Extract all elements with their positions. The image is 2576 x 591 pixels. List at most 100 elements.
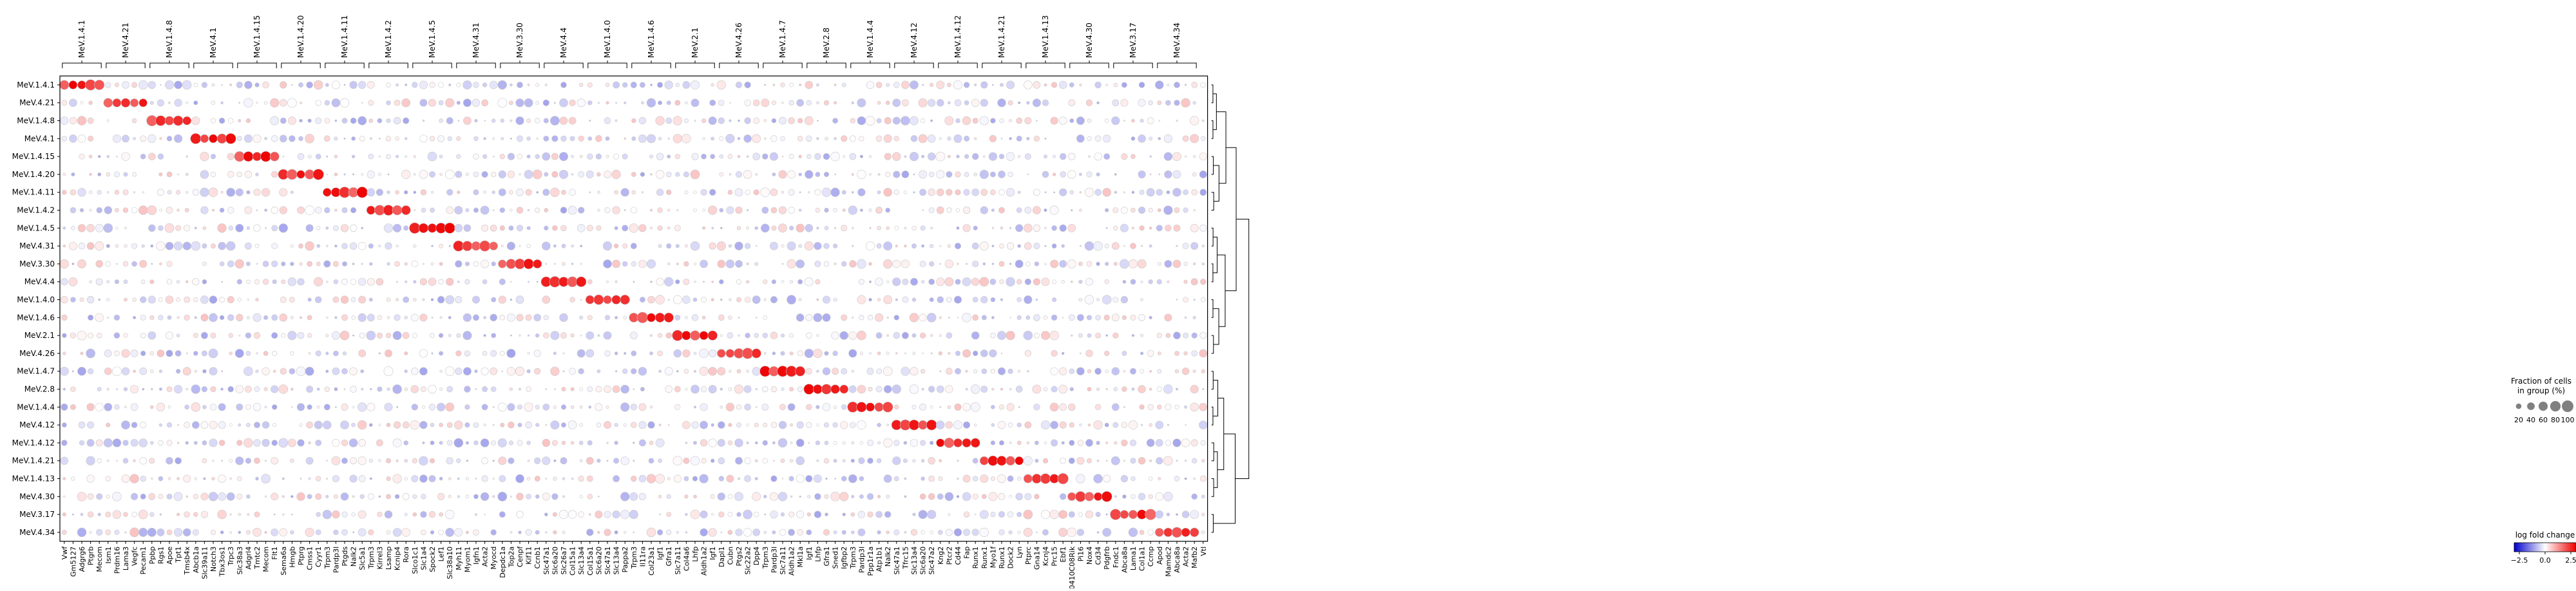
dot <box>158 387 162 391</box>
dot <box>738 334 740 337</box>
dot <box>868 262 872 266</box>
dot <box>438 82 444 88</box>
dot <box>510 281 512 283</box>
dot <box>568 205 577 215</box>
dot <box>262 81 269 89</box>
group-label: MeV.1.4.6 <box>647 20 656 58</box>
dot <box>430 333 435 338</box>
dot <box>946 332 953 339</box>
dot <box>598 496 600 498</box>
dot <box>620 510 630 520</box>
dot <box>1111 456 1120 465</box>
dot <box>717 259 726 268</box>
dot <box>947 405 951 409</box>
dot <box>282 155 285 158</box>
dot <box>524 169 533 179</box>
dot <box>484 120 486 122</box>
dot <box>991 208 995 212</box>
dot <box>510 209 513 212</box>
dot <box>253 439 261 447</box>
dot <box>542 493 550 501</box>
dot <box>752 153 760 160</box>
row-label: MeV.4.21 <box>19 98 55 108</box>
dot <box>650 173 653 176</box>
dot <box>992 84 994 86</box>
gene-label: Fap <box>963 547 971 559</box>
dot <box>955 189 961 196</box>
dot <box>930 82 934 87</box>
dot <box>901 332 909 339</box>
dot <box>244 171 253 178</box>
dot <box>1149 459 1152 462</box>
dot <box>211 100 216 106</box>
dot <box>822 296 831 304</box>
dot <box>358 510 367 519</box>
dot <box>253 134 262 143</box>
dot <box>1016 297 1022 303</box>
dot <box>271 493 279 501</box>
dot <box>218 474 226 483</box>
dot <box>305 133 314 144</box>
dot <box>1026 441 1030 445</box>
dot <box>558 276 569 287</box>
dot <box>962 349 971 358</box>
dot <box>675 172 680 177</box>
dot <box>893 332 901 339</box>
dot <box>386 458 391 464</box>
dot <box>998 207 1005 214</box>
dot <box>401 98 411 108</box>
dot <box>708 385 717 393</box>
dot <box>815 207 821 213</box>
dot <box>886 334 890 337</box>
dot <box>297 332 305 339</box>
dot <box>709 349 717 357</box>
dot <box>473 153 479 160</box>
dot <box>385 332 392 339</box>
dot <box>1131 136 1136 141</box>
dot <box>1181 367 1190 375</box>
dot <box>507 153 515 160</box>
dot <box>989 171 996 178</box>
dot <box>535 100 540 105</box>
dot <box>491 440 497 446</box>
dot <box>798 298 802 301</box>
dot <box>613 153 620 160</box>
dot <box>1104 422 1109 427</box>
dot <box>904 531 907 534</box>
dot <box>491 190 495 194</box>
dot <box>173 492 183 502</box>
dot <box>455 350 462 357</box>
dot <box>77 188 86 197</box>
gene-label: Slc5a1 <box>358 547 367 570</box>
dot <box>728 244 732 248</box>
dot <box>876 118 882 124</box>
dot <box>874 402 884 412</box>
dot <box>822 402 831 411</box>
dot <box>693 208 697 212</box>
dot <box>1166 512 1170 516</box>
dot <box>604 207 611 214</box>
gene-label: Cd34 <box>1094 547 1103 565</box>
dot <box>193 512 198 517</box>
dot <box>350 278 357 285</box>
dot <box>186 388 189 391</box>
dot <box>770 475 778 482</box>
dot <box>596 172 601 177</box>
dot <box>544 83 548 87</box>
dot <box>299 262 303 266</box>
dot <box>928 386 935 393</box>
dot <box>930 227 933 230</box>
dot <box>545 531 548 534</box>
dot <box>789 82 794 88</box>
dot <box>1077 440 1084 446</box>
dot <box>1086 261 1092 267</box>
dot <box>562 352 565 355</box>
dot <box>1130 243 1136 249</box>
dot <box>517 422 522 427</box>
dot <box>368 423 373 427</box>
dot <box>1104 350 1110 357</box>
dot <box>542 438 551 447</box>
dot <box>439 262 443 266</box>
dot <box>87 421 95 429</box>
dot <box>462 241 473 252</box>
